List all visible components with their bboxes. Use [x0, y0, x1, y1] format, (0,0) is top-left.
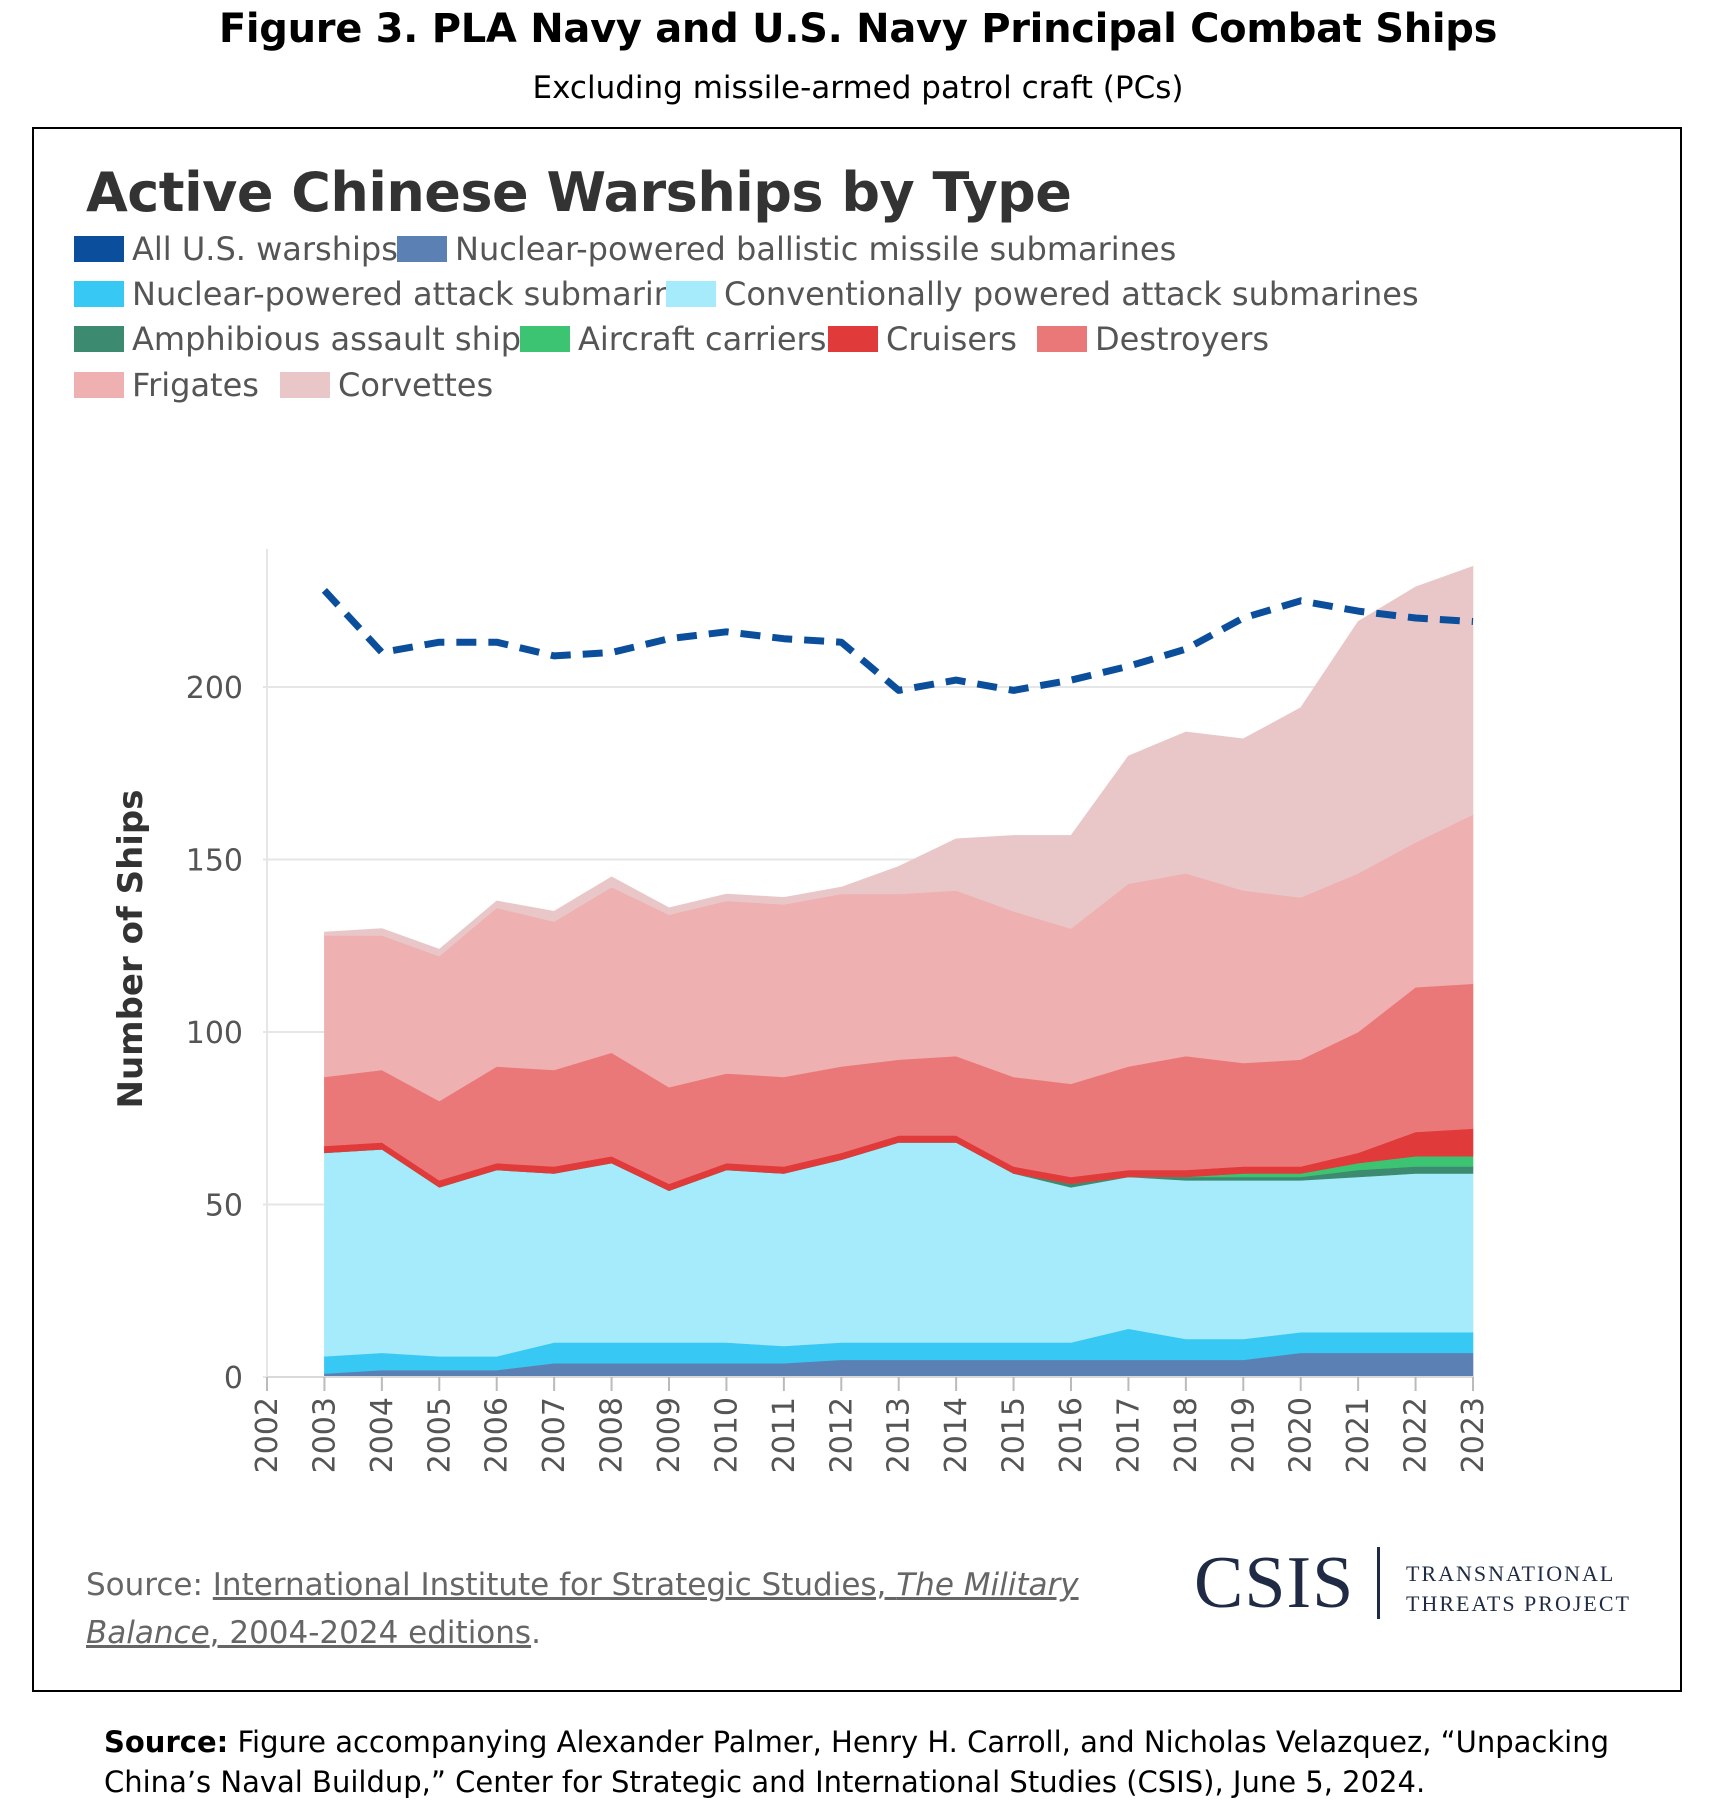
chart-source-link-italic[interactable]: The Military Balance: [86, 1567, 1079, 1651]
x-tick-label: 2012: [824, 1397, 859, 1473]
x-tick-label: 2021: [1341, 1397, 1376, 1473]
y-tick-label: 200: [186, 671, 243, 706]
legend-item-frigates: Frigates: [74, 366, 259, 404]
chart-plot: 0 50 100 150 200 2002 2003 2004 2005 2006 2007 2008…: [111, 549, 1491, 1473]
x-tick-label: 2019: [1226, 1397, 1261, 1473]
chart-source-link[interactable]: International Institute for Strategic St…: [86, 1567, 1079, 1651]
figure-title: Figure 3. PLA Navy and U.S. Navy Princip…: [218, 6, 1498, 52]
x-tick-label: 2013: [882, 1397, 917, 1473]
x-tick-label: 2022: [1399, 1397, 1434, 1473]
csis-logo: CSIS: [1194, 1542, 1355, 1624]
logo-divider: [1377, 1547, 1380, 1619]
legend-label: Cruisers: [886, 320, 1017, 358]
chart-frame: 0 50 100 150 200 2002 2003 2004 2005 2006 2007 2008…: [32, 127, 1682, 1692]
legend-item-destroyers: Destroyers: [1037, 320, 1270, 358]
legend-label: Destroyers: [1095, 320, 1270, 358]
legend-label: Aircraft carriers: [578, 320, 827, 358]
x-tick-label: 2017: [1111, 1397, 1146, 1473]
y-tick-label: 0: [224, 1361, 243, 1396]
figure-source-text: Figure accompanying Alexander Palmer, He…: [104, 1725, 1610, 1799]
legend-item-ssk: Conventionally powered attack submarines: [666, 275, 1419, 313]
legend-label: Nuclear-powered attack submarines: [132, 275, 711, 313]
legend-item-ssbn: Nuclear-powered ballistic missile submar…: [397, 230, 1177, 268]
x-tick-label: 2009: [652, 1397, 687, 1473]
chart-source-suffix: .: [531, 1615, 541, 1651]
figure-subtitle: Excluding missile-armed patrol craft (PC…: [532, 70, 1184, 106]
x-tick-label: 2018: [1169, 1397, 1204, 1473]
legend-label: Nuclear-powered ballistic missile submar…: [455, 230, 1177, 268]
y-axis-label: Number of Ships: [111, 790, 151, 1109]
figure-source-label: Source:: [104, 1725, 229, 1759]
x-tick-label: 2020: [1284, 1397, 1319, 1473]
legend-swatch-cruisers: [828, 326, 878, 352]
legend-label: Conventionally powered attack submarines: [724, 275, 1419, 313]
y-tick-label: 100: [186, 1016, 243, 1051]
x-tick-label: 2023: [1456, 1397, 1491, 1473]
legend-label: Frigates: [132, 366, 259, 404]
legend-item-cruisers: Cruisers: [828, 320, 1017, 358]
logo-subtitle-line2: THREATS PROJECT: [1406, 1591, 1631, 1616]
chart-source-prefix: Source:: [86, 1567, 213, 1603]
y-tick-label: 150: [186, 844, 243, 879]
legend-label: Corvettes: [338, 366, 494, 404]
legend-swatch-us-warships: [74, 236, 124, 262]
chart-title: Active Chinese Warships by Type: [86, 161, 1072, 224]
legend-item-amphibious: Amphibious assault ships: [74, 320, 538, 358]
legend-label: All U.S. warships: [132, 230, 398, 268]
line-us-warships: [321, 588, 1474, 694]
chart-source-link-part2[interactable]: , 2004-2024 editions: [209, 1615, 532, 1651]
legend-swatch-ssbn: [397, 236, 447, 262]
x-tick-label: 2010: [709, 1397, 744, 1473]
x-tick-label: 2006: [480, 1397, 515, 1473]
legend-item-corvettes: Corvettes: [280, 366, 494, 404]
x-tick-label: 2003: [307, 1397, 342, 1473]
legend-item-carriers: Aircraft carriers: [520, 320, 827, 358]
x-tick-label: 2007: [537, 1397, 572, 1473]
legend-swatch-ssk: [666, 281, 716, 307]
x-tick-label: 2002: [250, 1397, 285, 1473]
x-tick-label: 2016: [1054, 1397, 1089, 1473]
legend-label: Amphibious assault ships: [132, 320, 538, 358]
legend-swatch-corvettes: [280, 372, 330, 398]
y-tick-label: 50: [205, 1189, 243, 1224]
area-corvettes: [324, 565, 1474, 957]
legend-swatch-frigates: [74, 372, 124, 398]
chart-source-link-part1[interactable]: International Institute for Strategic St…: [212, 1567, 897, 1603]
legend-swatch-carriers: [520, 326, 570, 352]
x-tick-label: 2008: [595, 1397, 630, 1473]
logo-subtitle-line1: TRANSNATIONAL: [1406, 1561, 1616, 1586]
x-tick-label: 2011: [767, 1397, 802, 1473]
legend-item-ssn: Nuclear-powered attack submarines: [74, 275, 711, 313]
figure-source: Source: Figure accompanying Alexander Pa…: [104, 1722, 1694, 1802]
x-tick-label: 2014: [939, 1397, 974, 1473]
legend-swatch-destroyers: [1037, 326, 1087, 352]
x-tick-label: 2005: [422, 1397, 457, 1473]
legend-swatch-amphibious: [74, 326, 124, 352]
logo-subtitle: TRANSNATIONAL THREATS PROJECT: [1406, 1559, 1631, 1619]
x-tick-label: 2004: [365, 1397, 400, 1473]
legend-swatch-ssn: [74, 281, 124, 307]
legend-item-us-warships: All U.S. warships: [74, 230, 398, 268]
chart-source: Source: International Institute for Stra…: [86, 1561, 1146, 1657]
x-tick-label: 2015: [997, 1397, 1032, 1473]
